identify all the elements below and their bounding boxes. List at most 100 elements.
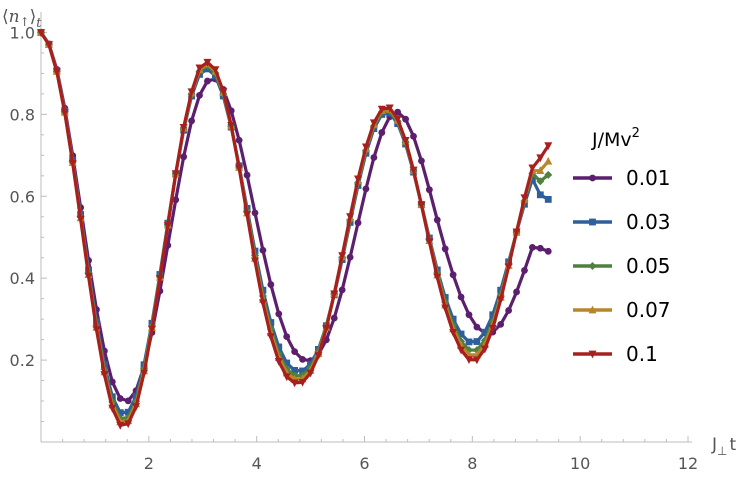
data-point-0.1 (377, 105, 386, 114)
y-tick-label: 0.6 (10, 187, 35, 206)
data-point-0.1 (227, 121, 236, 130)
data-point-0.03 (124, 408, 132, 416)
data-point-0.1 (219, 87, 228, 96)
x-axis-title: J⊥ t (711, 435, 736, 458)
data-point-0.07 (536, 166, 545, 174)
data-point-0.1 (116, 421, 125, 430)
data-point-0.1 (425, 238, 434, 247)
legend-item-0.03: 0.03 (573, 210, 671, 234)
legend-label: 0.1 (626, 342, 658, 366)
legend-label: 0.05 (626, 254, 671, 278)
data-point-0.07 (544, 156, 553, 165)
data-point-0.01 (425, 186, 433, 194)
data-point-0.1 (401, 136, 410, 145)
data-point-0.1 (346, 213, 355, 222)
data-point-0.1 (163, 222, 172, 230)
data-point-0.1 (266, 333, 275, 341)
legend-label: 0.01 (626, 166, 671, 190)
x-tick-label: 4 (252, 454, 262, 473)
legend-swatch-marker (588, 305, 597, 314)
data-point-0.01 (299, 355, 306, 363)
data-point-0.01 (330, 314, 338, 322)
data-point-0.03 (449, 315, 457, 323)
x-tick-label: 6 (359, 454, 369, 473)
data-point-0.01 (378, 129, 386, 136)
data-point-0.01 (267, 281, 275, 288)
data-point-0.1 (44, 41, 53, 49)
data-point-0.1 (369, 119, 378, 128)
data-point-0.1 (385, 104, 394, 113)
data-point-0.1 (140, 369, 149, 378)
legend-title: J/Mv2 (591, 126, 640, 151)
data-point-0.1 (417, 201, 426, 210)
data-point-0.01 (449, 271, 457, 279)
data-point-0.05 (536, 177, 545, 186)
data-point-0.1 (393, 115, 402, 124)
data-point-0.01 (521, 267, 528, 274)
data-point-0.1 (488, 324, 497, 333)
data-point-0.1 (195, 64, 204, 73)
data-point-0.03 (299, 367, 306, 375)
series-0.01 (37, 29, 552, 405)
data-point-0.1 (187, 88, 196, 97)
data-point-0.03 (473, 338, 481, 345)
data-point-0.01 (354, 219, 362, 227)
tick-labels: 2 4 6 8 10 12 0.2 0.4 0.6 0.8 1.0 (10, 23, 699, 473)
data-point-0.1 (108, 404, 117, 413)
data-point-0.1 (457, 346, 466, 355)
legend-item-0.07: 0.07 (573, 298, 671, 322)
data-point-0.01 (536, 244, 544, 252)
data-point-0.03 (457, 330, 465, 338)
legend-item-0.05: 0.05 (573, 254, 671, 278)
series-0.1 (37, 29, 553, 430)
data-point-0.1 (258, 299, 267, 308)
data-point-0.1 (235, 164, 244, 173)
data-point-0.01 (465, 311, 473, 319)
legend-label: 0.07 (626, 298, 671, 322)
series-line-0.07 (39, 30, 550, 424)
data-point-0.1 (124, 420, 133, 429)
data-point-0.03 (481, 328, 489, 336)
data-point-0.01 (418, 157, 425, 165)
data-point-0.03 (465, 338, 473, 346)
y-axis-title: ⟨n↑⟩t (2, 7, 42, 31)
data-point-0.1 (68, 159, 77, 168)
data-point-0.01 (204, 77, 211, 85)
data-point-0.1 (92, 326, 101, 334)
axes (40, 12, 692, 443)
data-point-0.1 (290, 379, 299, 388)
data-point-0.01 (370, 154, 378, 161)
data-point-0.1 (282, 373, 291, 382)
y-tick-label: 1.0 (10, 23, 35, 42)
data-point-0.01 (291, 348, 299, 356)
legend-swatch-marker (589, 218, 596, 226)
y-tick-label: 0.4 (10, 269, 35, 288)
data-point-0.1 (84, 272, 93, 281)
data-point-0.1 (449, 329, 458, 337)
data-point-0.1 (60, 109, 69, 118)
data-point-0.01 (544, 247, 552, 255)
data-point-0.1 (480, 345, 489, 354)
data-point-0.01 (402, 115, 409, 123)
data-point-0.1 (496, 296, 505, 305)
data-point-0.1 (132, 403, 141, 411)
data-point-0.01 (275, 310, 283, 318)
data-point-0.01 (362, 185, 370, 193)
data-point-0.01 (180, 153, 188, 161)
data-point-0.01 (497, 320, 505, 328)
data-point-0.01 (251, 209, 259, 217)
data-point-0.1 (512, 228, 521, 237)
data-point-0.01 (441, 245, 449, 253)
legend-item-0.01: 0.01 (573, 166, 671, 190)
data-point-0.03 (544, 195, 552, 203)
data-point-0.1 (520, 194, 529, 203)
data-point-0.1 (504, 263, 513, 272)
data-point-0.1 (441, 304, 450, 313)
data-point-0.1 (250, 257, 259, 266)
data-point-0.01 (410, 132, 417, 140)
data-point-0.1 (433, 273, 442, 282)
data-point-0.1 (147, 325, 156, 334)
data-point-0.01 (259, 246, 267, 254)
y-tick-label: 0.8 (10, 105, 35, 124)
